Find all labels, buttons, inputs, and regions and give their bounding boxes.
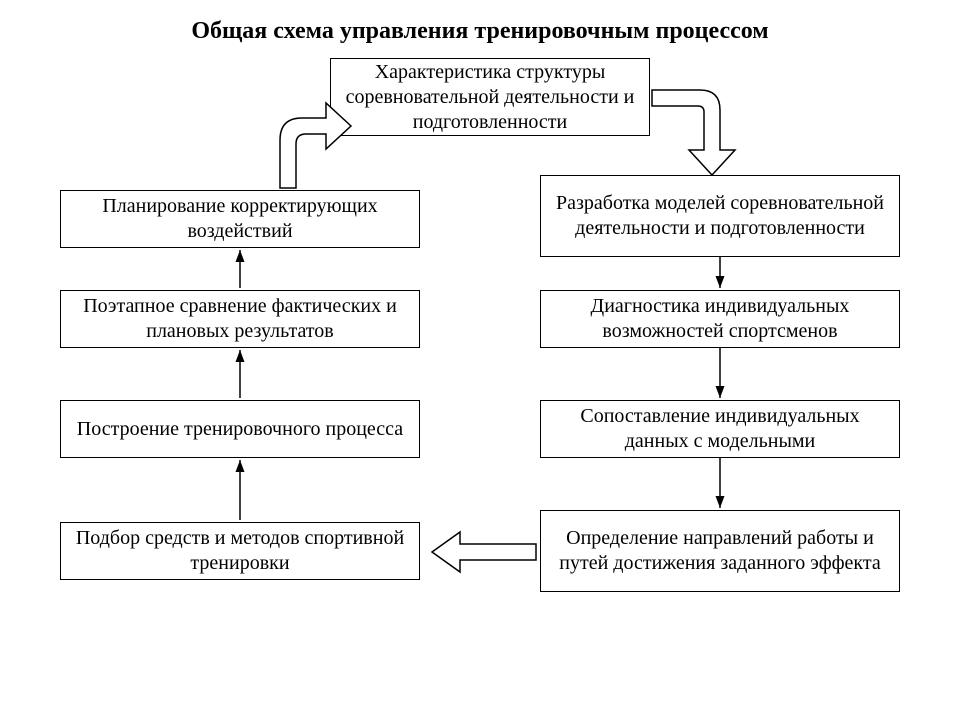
diagram-title: Общая схема управления тренировочным про…	[0, 18, 960, 45]
block-arrow-mid-left	[432, 532, 536, 572]
node-label: Подбор средств и методов спортивной трен…	[69, 526, 411, 576]
node-r2: Диагностика индивидуальных возможностей …	[540, 290, 900, 348]
node-l2: Поэтапное сравнение фактических и планов…	[60, 290, 420, 348]
node-label: Определение направлений работы и путей д…	[549, 526, 891, 576]
node-label: Построение тренировочного процесса	[77, 417, 403, 442]
node-l4: Подбор средств и методов спортивной трен…	[60, 522, 420, 580]
node-r3: Сопоставление индивидуальных данных с мо…	[540, 400, 900, 458]
block-arrow-top-right	[652, 90, 735, 175]
node-r4: Определение направлений работы и путей д…	[540, 510, 900, 592]
node-top: Характеристика структуры соревновательно…	[330, 58, 650, 136]
node-l1: Планирование корректирующих воздействий	[60, 190, 420, 248]
node-label: Разработка моделей соревновательной деят…	[549, 191, 891, 241]
node-label: Планирование корректирующих воздействий	[69, 194, 411, 244]
node-label: Характеристика структуры соревновательно…	[339, 60, 641, 135]
diagram-stage: Общая схема управления тренировочным про…	[0, 0, 960, 720]
node-label: Диагностика индивидуальных возможностей …	[549, 294, 891, 344]
node-r1: Разработка моделей соревновательной деят…	[540, 175, 900, 257]
node-l3: Построение тренировочного процесса	[60, 400, 420, 458]
node-label: Сопоставление индивидуальных данных с мо…	[549, 404, 891, 454]
node-label: Поэтапное сравнение фактических и планов…	[69, 294, 411, 344]
